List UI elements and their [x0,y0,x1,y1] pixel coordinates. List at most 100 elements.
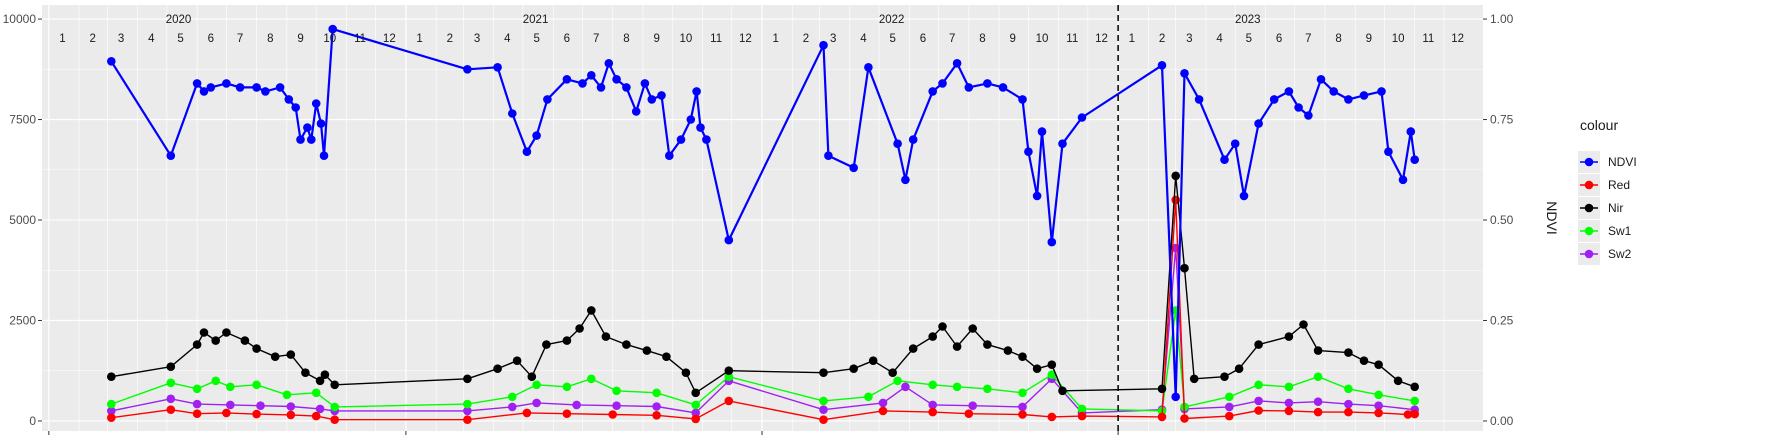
data-point-ndvi [235,83,245,92]
data-point-red [311,411,321,421]
data-point-ndvi [291,103,301,112]
month-label: 7 [593,33,599,45]
data-point-red [1018,410,1027,419]
data-point-ndvi [1018,95,1027,104]
data-point-nir [928,332,937,341]
data-point-sw2 [691,408,700,418]
data-point-nir [1003,346,1013,355]
data-point-sw2 [612,401,621,411]
data-point-nir [1171,171,1180,181]
month-label: 4 [1216,33,1223,45]
data-point-ndvi [1410,155,1419,164]
data-point-sw2 [256,401,265,411]
data-point-red [1077,411,1087,421]
data-point-sw1 [864,392,873,402]
data-point-nir [662,352,671,362]
data-point-ndvi [696,123,705,132]
data-point-sw1 [282,390,292,400]
data-point-nir [952,342,962,351]
data-point-nir [587,306,596,315]
data-point-ndvi [1359,91,1369,100]
data-point-red [1410,409,1419,419]
data-point-nir [240,336,250,345]
data-point-red [222,408,231,418]
data-point-ndvi [316,119,326,128]
data-point-nir [286,350,296,359]
y-left-tick-label: 10000 [3,12,37,26]
data-point-nir [868,356,878,366]
data-point-red [1047,412,1057,422]
legend-label: NDVI [1608,155,1637,169]
data-point-ndvi [493,63,502,72]
data-point-red [819,415,828,425]
data-point-sw2 [1344,399,1353,409]
data-point-red [1225,411,1234,421]
y-right-tick-label: 1.00 [1490,12,1514,26]
data-point-ndvi [1077,113,1087,122]
data-point-ndvi [1047,237,1057,247]
data-point-sw2 [226,400,235,410]
year-label: 2020 [166,14,192,26]
data-point-ndvi [1269,95,1279,104]
data-point-ndvi [1316,75,1326,84]
data-point-ndvi [199,87,209,96]
y-right-tick-label: 0.25 [1490,313,1514,327]
data-point-ndvi [1194,95,1204,104]
y-left-tick-label: 2500 [9,313,36,327]
legend-key-point [1584,203,1594,213]
data-point-sw1 [1018,388,1027,398]
data-point-nir [252,344,261,353]
legend-key-point [1584,249,1594,259]
month-label: 8 [623,33,629,45]
data-point-ndvi [622,83,631,92]
data-point-ndvi [1384,147,1393,156]
year-label: 2023 [1235,14,1261,26]
data-point-ndvi [724,235,734,245]
data-point-sw1 [983,384,992,394]
data-point-nir [192,340,202,349]
data-point-sw1 [211,376,220,386]
data-point-red [1313,407,1323,417]
data-point-sw1 [192,384,202,394]
data-point-sw2 [1374,401,1383,411]
data-point-ndvi [657,91,666,100]
data-point-nir [107,372,116,382]
data-point-nir [1254,340,1263,349]
month-label: 12 [1095,33,1108,45]
data-point-nir [562,336,572,345]
data-point-ndvi [864,63,873,72]
legend: colour NDVI Red Nir Sw1 Sw2 [1578,117,1637,265]
data-point-ndvi [192,79,202,88]
data-point-red [608,410,617,419]
data-point-sw1 [1254,380,1263,390]
data-point-red [928,407,937,417]
data-point-ndvi [1239,191,1249,201]
data-point-nir [819,368,828,378]
data-point-ndvi [665,151,674,160]
month-label: 5 [1246,33,1252,45]
data-point-sw1 [166,378,176,388]
month-label: 2 [90,33,96,45]
data-point-ndvi [296,135,305,144]
data-point-sw1 [652,388,661,398]
data-point-sw1 [612,386,621,396]
data-point-ndvi [952,59,962,68]
month-label: 1 [1129,33,1135,45]
month-label: 5 [177,33,183,45]
data-point-nir [601,332,611,341]
data-point-sw2 [107,406,116,416]
month-label: 7 [237,33,243,45]
data-point-sw2 [968,401,977,411]
legend-label: Sw1 [1608,224,1632,238]
data-point-ndvi [604,59,614,68]
grid-lines [42,5,1483,431]
data-point-ndvi [928,87,937,96]
data-point-nir [908,344,918,353]
data-point-ndvi [1294,103,1303,112]
data-point-nir [463,374,472,384]
data-point-nir [270,352,280,362]
data-point-ndvi [166,151,176,160]
data-point-nir [968,324,977,333]
data-point-ndvi [107,57,116,66]
